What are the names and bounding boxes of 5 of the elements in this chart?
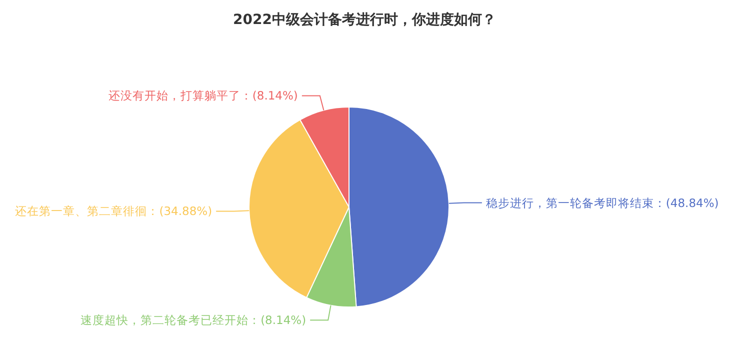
slice-label: 速度超快，第二轮备考已经开始：(8.14%) <box>80 313 306 328</box>
slice-label: 还没有开始，打算躺平了：(8.14%) <box>108 88 298 103</box>
slice-label: 还在第一章、第二章徘徊：(34.88%) <box>15 204 212 218</box>
slice-label: 稳步进行，第一轮备考即将结束：(48.84%) <box>486 196 719 210</box>
chart-title: 2022中级会计备考进行时，你进度如何？ <box>233 11 496 28</box>
